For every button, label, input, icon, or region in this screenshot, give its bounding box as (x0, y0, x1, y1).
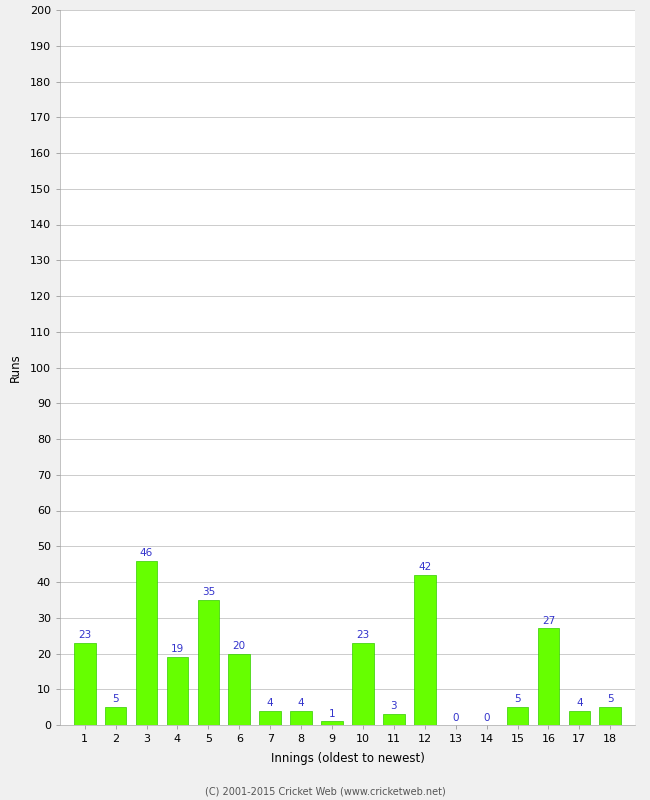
Bar (352, 642, 374, 725)
Text: 42: 42 (418, 562, 432, 572)
X-axis label: Innings (oldest to newest): Innings (oldest to newest) (270, 752, 424, 766)
Bar (383, 714, 405, 725)
Bar (599, 707, 621, 725)
Bar (321, 722, 343, 725)
Y-axis label: Runs: Runs (8, 353, 21, 382)
Text: 27: 27 (542, 616, 555, 626)
Bar (507, 707, 528, 725)
Bar (166, 657, 188, 725)
Text: 0: 0 (484, 714, 490, 723)
Text: 3: 3 (391, 702, 397, 711)
Bar (74, 642, 96, 725)
Text: (C) 2001-2015 Cricket Web (www.cricketweb.net): (C) 2001-2015 Cricket Web (www.cricketwe… (205, 786, 445, 796)
Text: 23: 23 (356, 630, 370, 640)
Text: 20: 20 (233, 641, 246, 650)
Text: 5: 5 (514, 694, 521, 704)
Bar (198, 600, 219, 725)
Text: 1: 1 (329, 709, 335, 718)
Bar (259, 710, 281, 725)
Text: 0: 0 (452, 714, 459, 723)
Bar (229, 654, 250, 725)
Text: 23: 23 (78, 630, 92, 640)
Bar (569, 710, 590, 725)
Text: 19: 19 (171, 644, 184, 654)
Text: 5: 5 (607, 694, 614, 704)
Bar (538, 629, 559, 725)
Text: 5: 5 (112, 694, 119, 704)
Text: 35: 35 (202, 587, 215, 597)
Bar (291, 710, 312, 725)
Bar (136, 561, 157, 725)
Text: 4: 4 (298, 698, 304, 708)
Text: 46: 46 (140, 548, 153, 558)
Text: 4: 4 (576, 698, 582, 708)
Text: 4: 4 (267, 698, 274, 708)
Bar (414, 575, 436, 725)
Bar (105, 707, 127, 725)
